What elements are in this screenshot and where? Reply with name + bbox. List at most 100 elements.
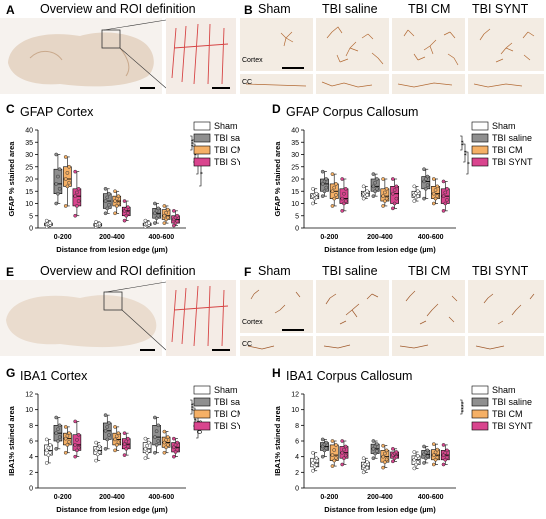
data-point xyxy=(383,460,387,465)
legend-label: TBI SYNT xyxy=(214,421,240,431)
data-point xyxy=(332,185,337,190)
data-point xyxy=(103,446,108,451)
panel-letter-c: C xyxy=(6,102,15,116)
data-point xyxy=(365,465,369,470)
data-point xyxy=(165,215,170,220)
data-point xyxy=(441,443,446,447)
data-point xyxy=(113,437,117,442)
data-point xyxy=(153,211,157,216)
y-tick-label: 0 xyxy=(295,486,299,493)
data-point xyxy=(320,437,325,442)
data-point xyxy=(435,455,440,460)
legend-swatch xyxy=(471,397,489,407)
data-point xyxy=(373,180,377,185)
data-point xyxy=(165,443,170,447)
data-point xyxy=(76,445,81,450)
significance-label: **** xyxy=(461,401,468,412)
significance-label: * xyxy=(200,171,207,174)
data-point xyxy=(156,439,161,443)
data-point xyxy=(324,177,329,181)
data-point xyxy=(156,423,161,428)
data-point xyxy=(334,443,338,447)
y-tick-label: 6 xyxy=(29,439,33,446)
data-point xyxy=(371,456,376,461)
data-point xyxy=(415,189,420,194)
micro-label-tbi-cm: TBI CM xyxy=(408,2,451,16)
data-point xyxy=(65,443,70,447)
data-point xyxy=(105,437,110,442)
data-point xyxy=(384,448,389,453)
data-point xyxy=(48,443,52,447)
data-point xyxy=(394,454,399,459)
micro-label-tbi-synt: TBI SYNT xyxy=(472,2,529,16)
significance-label: *** xyxy=(191,139,198,147)
legend-label: TBI saline xyxy=(214,133,240,143)
data-point xyxy=(423,186,428,191)
legend-label: TBI CM xyxy=(214,145,240,155)
data-point xyxy=(311,201,315,206)
legend-label: Sham xyxy=(214,385,238,395)
panel-letter-b: B xyxy=(244,3,253,17)
data-point xyxy=(381,454,385,459)
data-point xyxy=(122,442,127,446)
y-tick-label: 15 xyxy=(25,189,33,196)
y-axis-label: GFAP % stained area xyxy=(273,141,282,217)
legend-swatch xyxy=(471,133,489,143)
data-point xyxy=(124,213,129,218)
data-point xyxy=(371,184,376,189)
data-point xyxy=(425,174,430,179)
data-point xyxy=(445,186,449,191)
data-point xyxy=(164,437,168,442)
data-point xyxy=(156,213,161,218)
y-tick-label: 40 xyxy=(291,128,299,135)
y-tick-label: 2 xyxy=(29,470,33,477)
data-point xyxy=(153,450,157,455)
legend-swatch xyxy=(471,385,489,395)
x-tick-label: 400-600 xyxy=(418,494,444,501)
x-tick-label: 0-200 xyxy=(320,494,338,501)
data-point xyxy=(342,456,346,461)
legend-swatch xyxy=(193,157,211,167)
data-point xyxy=(63,436,68,441)
data-point xyxy=(324,446,329,451)
legend-label: Sham xyxy=(492,121,516,131)
data-point xyxy=(412,199,417,203)
data-point xyxy=(65,184,70,189)
panel-letter-g: G xyxy=(6,366,16,380)
data-point xyxy=(332,458,337,463)
y-tick-label: 10 xyxy=(25,201,33,208)
data-point xyxy=(73,454,78,459)
y-tick-label: 8 xyxy=(29,423,33,430)
data-point xyxy=(433,188,438,192)
data-point xyxy=(175,213,180,218)
data-point xyxy=(63,450,68,455)
data-point xyxy=(371,194,376,199)
y-tick-label: 5 xyxy=(295,213,299,220)
data-point xyxy=(172,223,176,228)
data-point xyxy=(415,454,420,458)
data-point xyxy=(334,455,338,460)
data-point xyxy=(320,194,325,199)
data-point xyxy=(57,186,62,191)
x-axis-label: Distance from lesion edge (µm) xyxy=(324,505,436,514)
data-point xyxy=(113,425,117,429)
data-point xyxy=(391,206,395,211)
data-point xyxy=(391,177,395,181)
data-point xyxy=(153,435,157,439)
data-point xyxy=(445,448,449,453)
y-tick-label: 12 xyxy=(291,392,299,399)
data-point xyxy=(383,451,387,456)
micro-label-tbi-cm-f: TBI CM xyxy=(408,264,451,278)
y-tick-label: 4 xyxy=(29,454,33,461)
data-point xyxy=(343,186,348,191)
roi-box xyxy=(101,29,121,49)
y-tick-label: 15 xyxy=(291,189,299,196)
data-point xyxy=(44,218,49,223)
data-point xyxy=(94,458,98,463)
roi-lines xyxy=(171,23,229,85)
significance-bracket xyxy=(463,143,466,163)
data-point xyxy=(175,447,180,452)
data-point xyxy=(381,465,385,470)
legend-label: TBI SYNT xyxy=(492,157,533,167)
data-point xyxy=(431,462,436,467)
